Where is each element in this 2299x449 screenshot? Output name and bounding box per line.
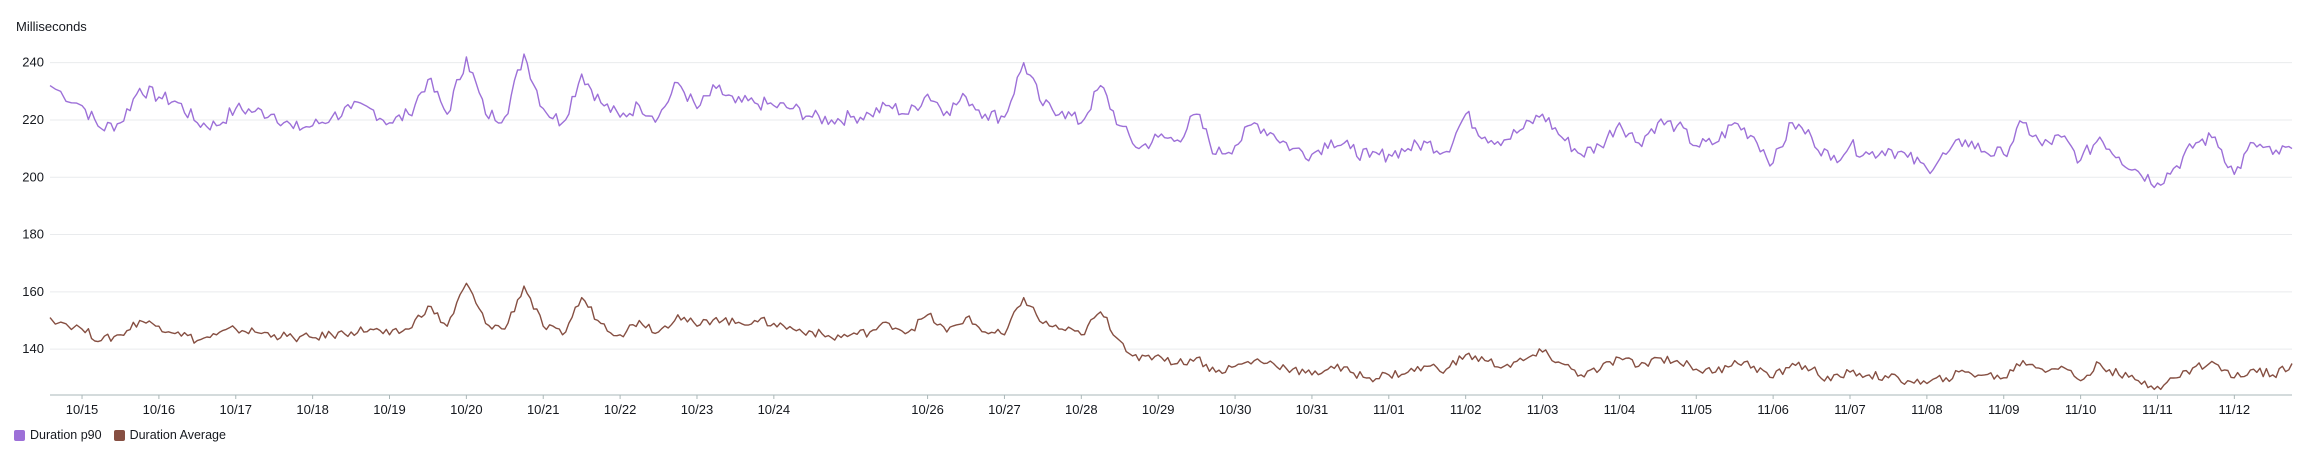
- x-tick-label-10-15: 10/15: [66, 402, 99, 417]
- x-tick-label-10-19: 10/19: [373, 402, 406, 417]
- y-tick-label-200: 200: [22, 169, 44, 184]
- x-tick-label-10-23: 10/23: [681, 402, 714, 417]
- x-tick-label-10-16: 10/16: [143, 402, 176, 417]
- x-tick-label-10-31: 10/31: [1296, 402, 1329, 417]
- x-tick-label-10-22: 10/22: [604, 402, 637, 417]
- y-tick-label-220: 220: [22, 112, 44, 127]
- legend-item-p90[interactable]: Duration p90: [14, 428, 102, 442]
- y-tick-label-180: 180: [22, 227, 44, 242]
- x-tick-label-10-30: 10/30: [1219, 402, 1252, 417]
- y-tick-label-240: 240: [22, 55, 44, 70]
- series-line-0: [49, 53, 2293, 189]
- x-tick-label-10-21: 10/21: [527, 402, 560, 417]
- x-tick-label-10-28: 10/28: [1065, 402, 1098, 417]
- y-tick-label-160: 160: [22, 284, 44, 299]
- x-tick-label-10-29: 10/29: [1142, 402, 1175, 417]
- x-tick-label-11-04: 11/04: [1604, 402, 1636, 417]
- x-tick-label-11-11: 11/11: [2142, 402, 2173, 417]
- x-tick-label-11-03: 11/03: [1527, 402, 1559, 417]
- x-tick-label-11-07: 11/07: [1834, 402, 1866, 417]
- y-tick-label-140: 140: [22, 341, 44, 356]
- x-tick-label-11-08: 11/08: [1911, 402, 1943, 417]
- x-tick-label-11-02: 11/02: [1450, 402, 1482, 417]
- x-tick-label-11-10: 11/10: [2065, 402, 2097, 417]
- legend: Duration p90 Duration Average: [14, 428, 226, 442]
- x-tick-label-10-27: 10/27: [988, 402, 1021, 417]
- series-line-1: [49, 282, 2293, 391]
- x-tick-label-11-09: 11/09: [1988, 402, 2020, 417]
- x-tick-label-10-18: 10/18: [296, 402, 329, 417]
- x-tick-label-10-26: 10/26: [911, 402, 944, 417]
- legend-item-average[interactable]: Duration Average: [113, 428, 226, 442]
- y-axis-title: Milliseconds: [16, 19, 87, 34]
- legend-swatch-p90: [14, 429, 25, 441]
- x-tick-label-11-06: 11/06: [1757, 402, 1789, 417]
- legend-swatch-average: [113, 429, 125, 441]
- legend-label-p90: Duration p90: [30, 428, 102, 442]
- x-tick-label-11-12: 11/12: [2219, 402, 2251, 417]
- legend-label-average: Duration Average: [129, 428, 226, 442]
- x-tick-label-10-17: 10/17: [219, 402, 252, 417]
- x-tick-label-10-24: 10/24: [758, 402, 791, 417]
- x-tick-label-11-01: 11/01: [1373, 402, 1405, 417]
- x-tick-label-10-20: 10/20: [450, 402, 483, 417]
- x-tick-label-11-05: 11/05: [1680, 402, 1712, 417]
